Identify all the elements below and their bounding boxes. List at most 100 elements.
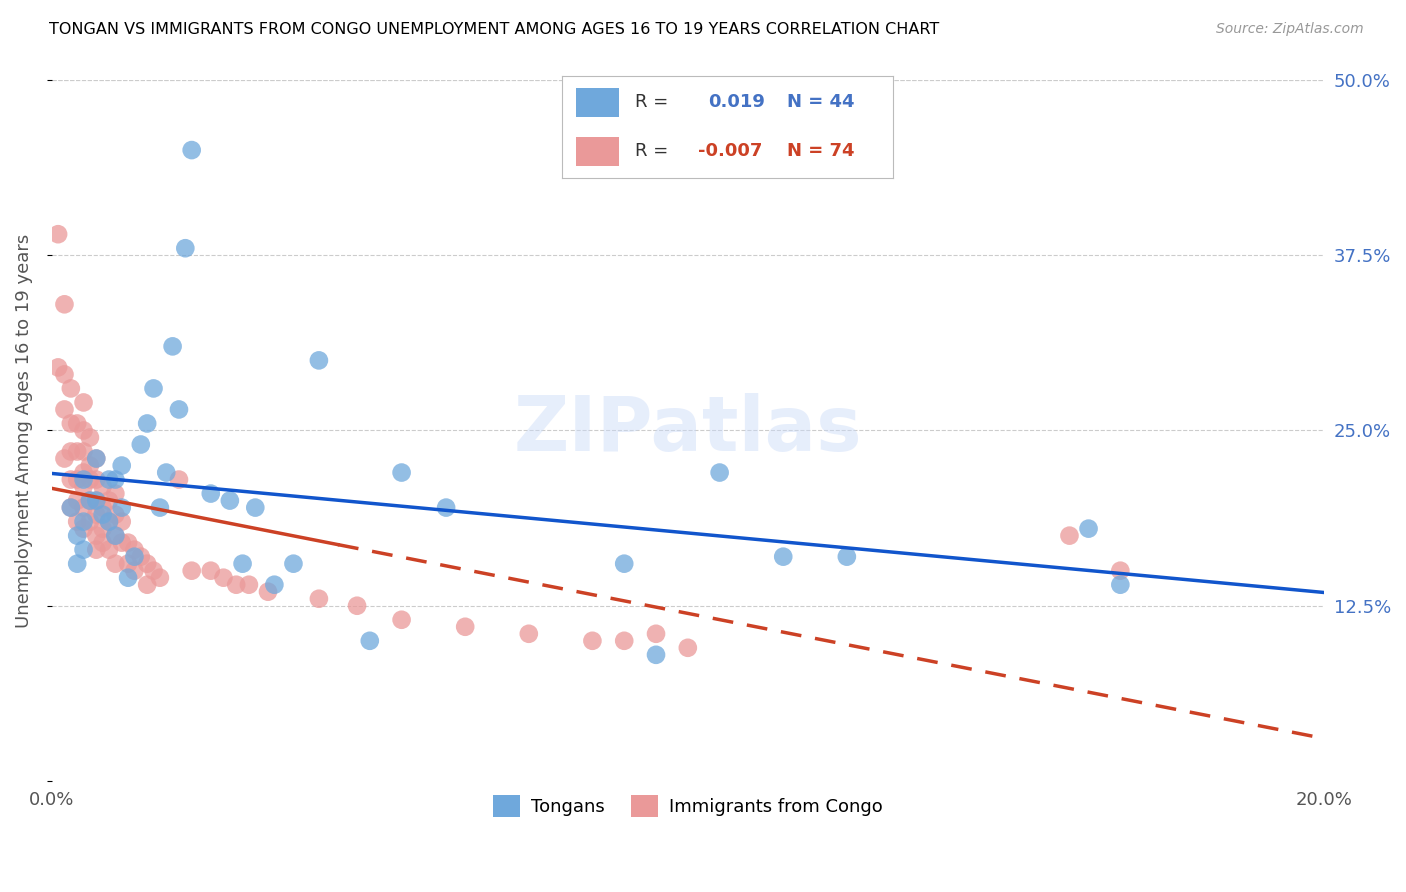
Point <box>200 564 222 578</box>
Point <box>263 578 285 592</box>
Point <box>142 381 165 395</box>
Point <box>676 640 699 655</box>
Point <box>149 500 172 515</box>
Point <box>59 500 82 515</box>
Point <box>84 528 107 542</box>
Point <box>53 297 76 311</box>
Point <box>245 500 267 515</box>
Point <box>98 515 121 529</box>
Point <box>98 473 121 487</box>
FancyBboxPatch shape <box>575 137 619 166</box>
Point <box>238 578 260 592</box>
Point <box>79 515 101 529</box>
Point <box>257 584 280 599</box>
Point <box>1059 528 1081 542</box>
Point <box>1077 522 1099 536</box>
Point <box>155 466 177 480</box>
Point <box>232 557 254 571</box>
Point <box>581 633 603 648</box>
Point <box>91 535 114 549</box>
Text: -0.007: -0.007 <box>697 142 762 161</box>
Point <box>72 395 94 409</box>
Point <box>359 633 381 648</box>
Point <box>84 493 107 508</box>
Text: N = 74: N = 74 <box>787 142 855 161</box>
Point <box>84 451 107 466</box>
Point <box>835 549 858 564</box>
Point <box>53 451 76 466</box>
Point <box>104 486 127 500</box>
Point <box>613 633 636 648</box>
Point <box>391 613 413 627</box>
Point <box>111 535 134 549</box>
Point <box>124 542 146 557</box>
Point <box>613 557 636 571</box>
Point <box>98 542 121 557</box>
Point <box>46 360 69 375</box>
Point <box>59 381 82 395</box>
Text: TONGAN VS IMMIGRANTS FROM CONGO UNEMPLOYMENT AMONG AGES 16 TO 19 YEARS CORRELATI: TONGAN VS IMMIGRANTS FROM CONGO UNEMPLOY… <box>49 22 939 37</box>
Point <box>79 430 101 444</box>
Point <box>434 500 457 515</box>
Point <box>117 535 139 549</box>
Point <box>308 591 330 606</box>
Point <box>117 571 139 585</box>
Point <box>72 466 94 480</box>
Point <box>129 437 152 451</box>
Point <box>98 515 121 529</box>
Point <box>72 479 94 493</box>
Point <box>98 493 121 508</box>
Point <box>117 557 139 571</box>
Point <box>79 458 101 473</box>
Text: N = 44: N = 44 <box>787 93 855 111</box>
Point <box>72 542 94 557</box>
Point <box>136 557 159 571</box>
Point <box>53 368 76 382</box>
Point <box>79 473 101 487</box>
Point <box>104 557 127 571</box>
Point <box>84 493 107 508</box>
Text: R =: R = <box>636 142 668 161</box>
Point <box>1109 564 1132 578</box>
Point <box>84 473 107 487</box>
Point <box>346 599 368 613</box>
Point <box>104 473 127 487</box>
Text: Source: ZipAtlas.com: Source: ZipAtlas.com <box>1216 22 1364 37</box>
Point <box>91 522 114 536</box>
Point <box>136 578 159 592</box>
Point <box>91 479 114 493</box>
Point <box>167 402 190 417</box>
Point <box>517 627 540 641</box>
Point <box>66 473 89 487</box>
Point <box>53 402 76 417</box>
Point <box>129 549 152 564</box>
Point <box>59 500 82 515</box>
Point <box>212 571 235 585</box>
Y-axis label: Unemployment Among Ages 16 to 19 years: Unemployment Among Ages 16 to 19 years <box>15 234 32 628</box>
Point <box>72 444 94 458</box>
Point <box>136 417 159 431</box>
FancyBboxPatch shape <box>575 88 619 117</box>
Point <box>709 466 731 480</box>
Point <box>772 549 794 564</box>
Point <box>66 557 89 571</box>
Point <box>66 493 89 508</box>
Point <box>180 564 202 578</box>
Point <box>283 557 305 571</box>
Point <box>162 339 184 353</box>
Point <box>124 549 146 564</box>
Point <box>84 542 107 557</box>
Point <box>72 515 94 529</box>
Point <box>454 620 477 634</box>
Point <box>111 515 134 529</box>
Point <box>66 528 89 542</box>
Point <box>72 424 94 438</box>
Point <box>308 353 330 368</box>
Point <box>218 493 240 508</box>
Point <box>91 508 114 522</box>
Point <box>225 578 247 592</box>
Point <box>111 500 134 515</box>
Point <box>66 417 89 431</box>
Point <box>59 444 82 458</box>
Point <box>66 515 89 529</box>
